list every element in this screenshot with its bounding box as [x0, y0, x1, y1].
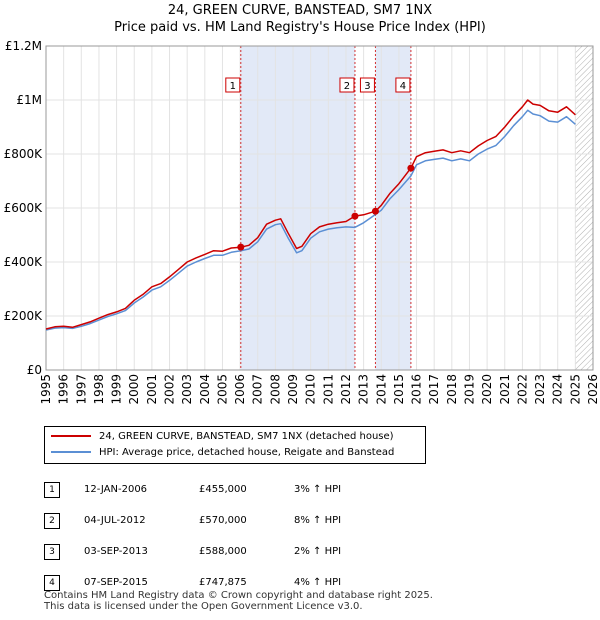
sale-point	[407, 164, 415, 172]
sale-date: 04-JUL-2012	[84, 515, 146, 526]
x-tick-label: 2005	[215, 374, 229, 405]
sale-price: £747,875	[199, 577, 247, 588]
x-tick-label: 1997	[74, 374, 88, 405]
legend-swatch-hpi	[51, 451, 91, 453]
x-tick-label: 2004	[198, 374, 212, 405]
x-tick-label: 2021	[498, 374, 512, 405]
y-tick-label: £0	[27, 363, 42, 377]
y-tick-label: £200K	[4, 309, 44, 323]
hpi-series-line	[45, 109, 576, 331]
y-tick-label: £1.2M	[5, 39, 42, 53]
sale-date: 03-SEP-2013	[84, 546, 148, 557]
x-tick-label: 2016	[410, 374, 424, 405]
y-tick-label: £800K	[4, 147, 44, 161]
sale-label-box	[359, 77, 375, 93]
sale-point	[351, 212, 359, 220]
chart-legend: 24, GREEN CURVE, BANSTEAD, SM7 1NX (deta…	[44, 426, 426, 464]
x-tick-label: 2026	[586, 374, 600, 405]
x-tick-label: 1996	[57, 374, 71, 405]
table-row: 1 12-JAN-2006 £455,000 3% ↑ HPI	[44, 474, 341, 505]
x-tick-label: 2007	[251, 374, 265, 405]
sale-date: 07-SEP-2015	[84, 577, 148, 588]
x-tick-label: 1999	[110, 374, 124, 405]
x-tick-label: 2011	[321, 374, 335, 405]
sale-label-number: 1	[230, 81, 236, 92]
x-tick-label: 1998	[92, 374, 106, 405]
x-tick-label: 2013	[357, 374, 371, 405]
sale-price: £588,000	[199, 546, 247, 557]
table-row: 3 03-SEP-2013 £588,000 2% ↑ HPI	[44, 536, 341, 567]
footer-line2: This data is licensed under the Open Gov…	[44, 601, 363, 612]
x-tick-label: 2023	[533, 374, 547, 405]
x-tick-label: 2018	[445, 374, 459, 405]
x-tick-label: 2000	[127, 374, 141, 405]
footer-attribution: Contains HM Land Registry data © Crown c…	[44, 590, 433, 612]
x-tick-label: 2015	[392, 374, 406, 405]
x-tick-label: 2008	[268, 374, 282, 405]
x-tick-label: 2019	[462, 374, 476, 405]
chart-title: 24, GREEN CURVE, BANSTEAD, SM7 1NX Price…	[0, 2, 600, 36]
sale-label-number: 3	[364, 81, 370, 92]
x-tick-label: 2022	[515, 374, 529, 405]
footer-line1: Contains HM Land Registry data © Crown c…	[44, 590, 433, 601]
sale-label-box	[395, 77, 411, 93]
table-row: 4 07-SEP-2015 £747,875 4% ↑ HPI	[44, 567, 341, 598]
legend-label-property: 24, GREEN CURVE, BANSTEAD, SM7 1NX (deta…	[99, 431, 394, 442]
sale-price: £570,000	[199, 515, 247, 526]
property-series-line	[45, 99, 576, 330]
sale-number-badge: 2	[44, 512, 60, 529]
x-tick-label: 2009	[286, 374, 300, 405]
legend-item-hpi: HPI: Average price, detached house, Reig…	[51, 445, 394, 461]
x-tick-label: 2024	[551, 374, 565, 405]
sale-date: 12-JAN-2006	[84, 484, 148, 495]
x-tick-label: 2012	[339, 374, 353, 405]
price-chart: 1 2 3 4 £0 £200K £400K £600K £800K £1M £1.2M 1995 19…	[4, 39, 600, 405]
sale-hpi-diff: 2% ↑ HPI	[294, 546, 342, 557]
legend-label-hpi: HPI: Average price, detached house, Reig…	[99, 447, 395, 458]
x-tick-label: 2025	[568, 374, 582, 405]
x-tick-label: 2006	[233, 374, 247, 405]
sale-number-badge: 4	[44, 574, 60, 591]
y-tick-label: £400K	[4, 255, 44, 269]
table-row: 2 04-JUL-2012 £570,000 8% ↑ HPI	[44, 505, 341, 536]
sale-hpi-diff: 3% ↑ HPI	[294, 484, 342, 495]
sale-point	[237, 243, 245, 251]
x-tick-label: 2020	[480, 374, 494, 405]
sale-hpi-diff: 4% ↑ HPI	[294, 577, 342, 588]
x-tick-label: 1995	[39, 374, 53, 405]
x-tick-label: 2017	[427, 374, 441, 405]
y-tick-label: £600K	[4, 201, 44, 215]
x-tick-label: 2010	[304, 374, 318, 405]
chart-title-line2: Price paid vs. HM Land Registry's House …	[114, 20, 486, 35]
sale-label-number: 4	[400, 81, 406, 92]
plot-frame	[45, 45, 594, 371]
chart-title-line1: 24, GREEN CURVE, BANSTEAD, SM7 1NX	[167, 3, 433, 18]
sale-hpi-diff: 8% ↑ HPI	[294, 515, 342, 526]
x-tick-label: 2014	[374, 374, 388, 405]
legend-swatch-property	[51, 435, 91, 437]
x-tick-label: 2001	[145, 374, 159, 405]
sale-point	[371, 207, 379, 215]
x-tick-label: 2002	[163, 374, 177, 405]
sale-price: £455,000	[199, 484, 247, 495]
sales-table: 1 12-JAN-2006 £455,000 3% ↑ HPI 2 04-JUL…	[44, 474, 341, 598]
sale-label-number: 2	[344, 81, 350, 92]
x-tick-label: 2003	[180, 374, 194, 405]
sale-label-box	[339, 77, 355, 93]
y-tick-label: £1M	[16, 93, 42, 107]
sale-number-badge: 1	[44, 481, 60, 498]
sale-number-badge: 3	[44, 543, 60, 560]
sale-label-box	[225, 77, 241, 93]
legend-item-property: 24, GREEN CURVE, BANSTEAD, SM7 1NX (deta…	[51, 429, 394, 445]
